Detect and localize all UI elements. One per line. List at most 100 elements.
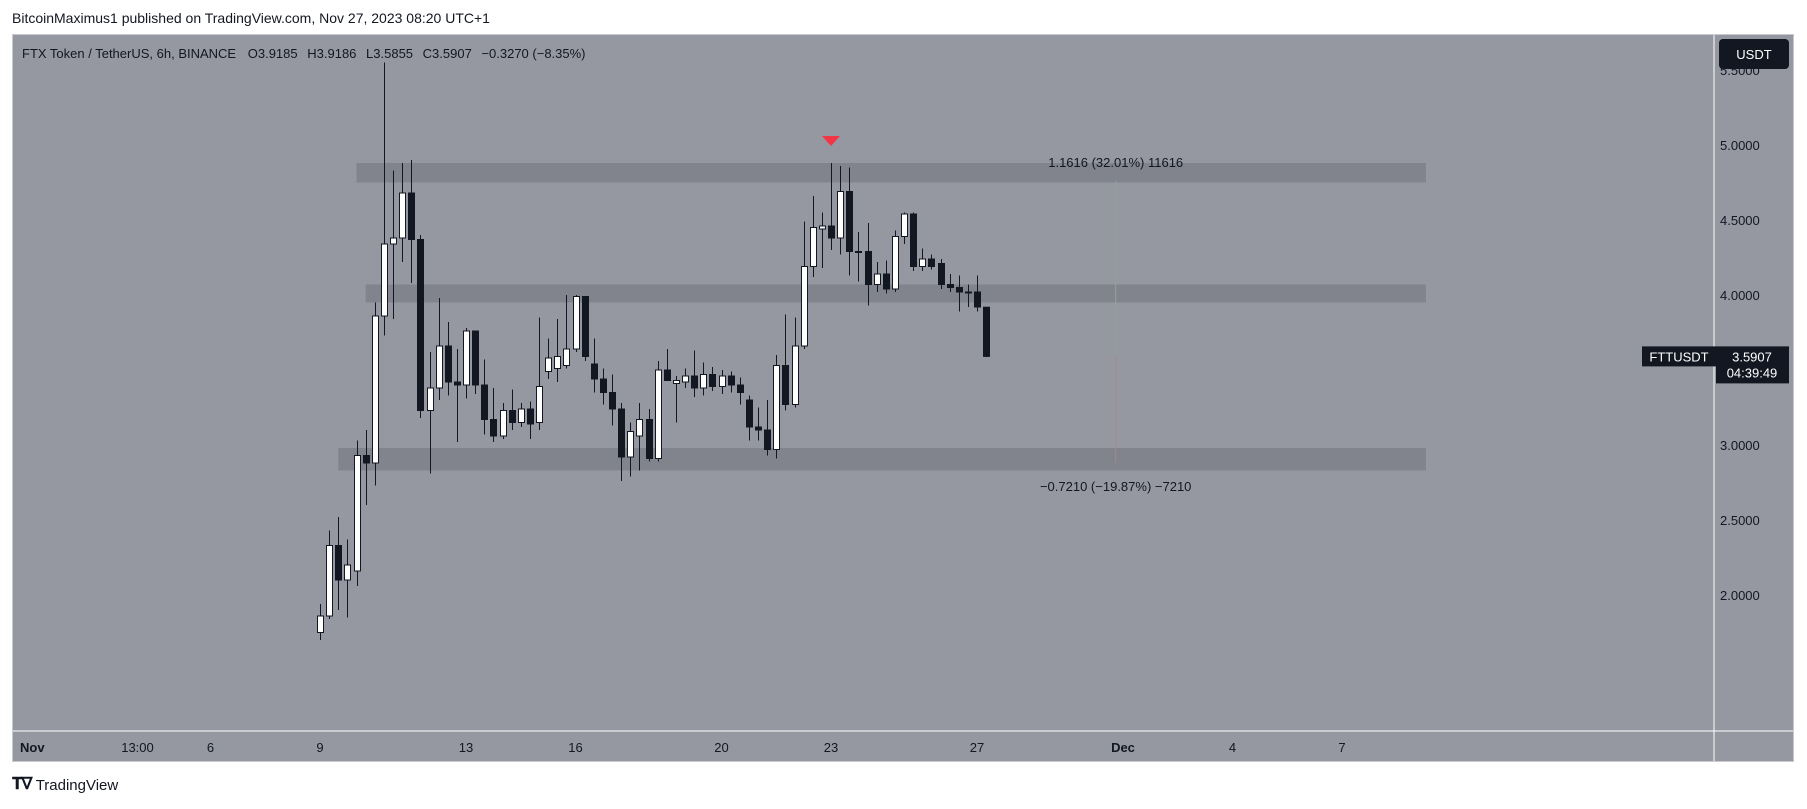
tradingview-logo-icon: 𝐓∇ — [12, 776, 33, 793]
candle — [591, 338, 598, 393]
time-tick-label: Dec — [1111, 740, 1135, 755]
candle — [938, 259, 945, 289]
candle-body — [399, 192, 406, 239]
candle-body — [782, 365, 789, 405]
candle — [463, 328, 470, 399]
candle — [472, 330, 479, 394]
candle — [554, 319, 561, 382]
candle-body — [317, 615, 324, 633]
candle — [563, 295, 570, 369]
candle-body — [846, 191, 853, 252]
time-tick-label: 4 — [1229, 740, 1236, 755]
candle — [755, 407, 762, 441]
candle — [527, 401, 534, 439]
candle — [865, 223, 872, 306]
candle — [673, 376, 680, 423]
candle-body — [755, 426, 762, 431]
candle-body — [582, 296, 589, 357]
zone-3 — [338, 448, 1426, 471]
candle — [335, 517, 342, 610]
candle — [810, 196, 817, 277]
candle — [372, 302, 379, 486]
candle-body — [573, 296, 580, 350]
candle-body — [600, 378, 607, 393]
candle-body — [974, 291, 981, 308]
candle — [518, 403, 525, 427]
measurement-up-label: 1.1616 (32.01%) 11616 — [1048, 155, 1183, 170]
candle-body — [883, 273, 890, 290]
candle-body — [892, 236, 899, 290]
candle-body — [527, 408, 534, 425]
currency-button[interactable]: USDT — [1719, 39, 1789, 69]
candle-body — [682, 375, 689, 383]
candle-body — [837, 191, 844, 239]
candle-body — [901, 213, 908, 237]
candle — [618, 403, 625, 481]
time-tick-label: 9 — [316, 740, 323, 755]
zone-2 — [365, 284, 1426, 303]
candle — [983, 306, 990, 358]
candle-body — [344, 564, 351, 581]
candle — [417, 235, 424, 418]
candle-body — [956, 287, 963, 293]
time-tick-label: 16 — [568, 740, 582, 755]
last-price-tag: FTTUSDT 3.5907 04:39:49 — [1642, 346, 1789, 384]
candle — [719, 370, 726, 394]
time-tick-label: 7 — [1338, 740, 1345, 755]
legend-line: FTX Token / TetherUS, 6h, BINANCE O3.918… — [22, 46, 586, 61]
candle-body — [636, 419, 643, 437]
candle-body — [709, 374, 716, 387]
legend-low-value: 3.5855 — [373, 46, 413, 61]
publish-attribution: BitcoinMaximus1 published on TradingView… — [12, 10, 490, 26]
candle-body — [417, 239, 424, 411]
candle — [965, 284, 972, 307]
legend-high-label: H — [307, 46, 316, 61]
candle-body — [445, 345, 452, 383]
candle — [636, 403, 643, 471]
candle — [326, 530, 333, 619]
candle — [682, 368, 689, 388]
candle-body — [463, 330, 470, 386]
red-down-triangle-icon — [822, 136, 840, 146]
candle-body — [335, 545, 342, 581]
support-resistance-zones — [338, 163, 1426, 471]
candle — [600, 368, 607, 405]
candle — [746, 395, 753, 441]
footer-brand[interactable]: 𝐓∇ TradingView — [12, 776, 118, 794]
candle-body — [618, 408, 625, 458]
zone-1 — [356, 163, 1426, 183]
time-tick-label: 13 — [459, 740, 473, 755]
candle — [709, 367, 716, 391]
time-tick-label: 20 — [714, 740, 728, 755]
candle — [883, 260, 890, 294]
candle — [573, 295, 580, 352]
candlestick-series — [317, 62, 990, 640]
candle — [509, 389, 516, 430]
candle-body — [728, 375, 735, 386]
legend-high-value: 3.9186 — [317, 46, 357, 61]
candle-body — [673, 380, 680, 384]
candle-body — [855, 251, 862, 253]
candle — [801, 221, 808, 349]
legend-open-label: O — [248, 46, 258, 61]
legend-open-value: 3.9185 — [258, 46, 298, 61]
candle — [874, 262, 881, 292]
candle — [728, 371, 735, 393]
candle — [390, 170, 397, 319]
time-tick-label: 6 — [207, 740, 214, 755]
time-axis[interactable] — [13, 731, 1793, 761]
price-tag-value: 3.5907 — [1732, 349, 1772, 364]
candle — [609, 374, 616, 426]
candle — [737, 377, 744, 405]
candle-body — [691, 375, 698, 389]
plot-area[interactable] — [13, 35, 1714, 731]
candle — [408, 160, 415, 283]
chart-frame — [12, 34, 1794, 762]
candle-body — [436, 345, 443, 389]
time-axis-labels: Nov 13:00 6 9 13 16 20 23 27 Dec 4 7 — [20, 740, 1346, 755]
price-tag-countdown: 04:39:49 — [1727, 365, 1778, 380]
candle — [928, 254, 935, 270]
candle — [381, 62, 388, 336]
candle — [947, 274, 954, 292]
